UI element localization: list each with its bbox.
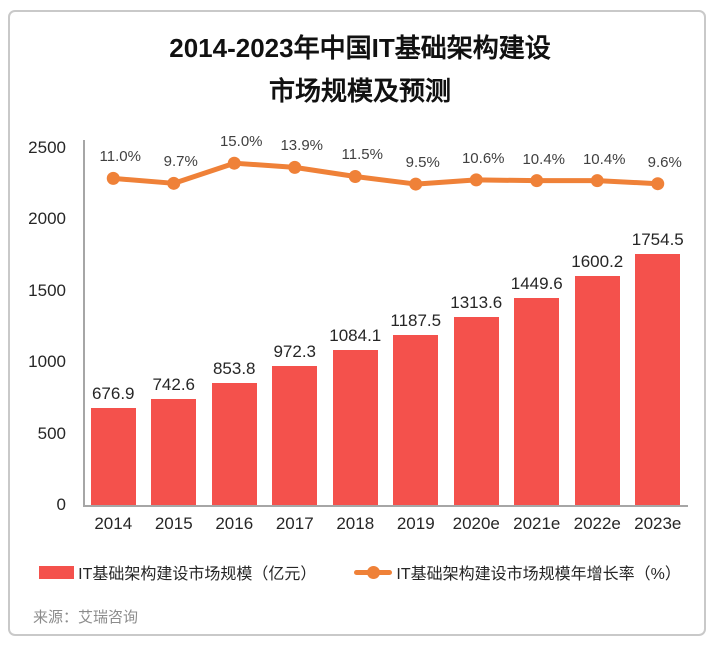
x-axis-tick-label: 2015 [154,514,193,533]
growth-rate-label: 11.5% [341,146,383,164]
x-axis-tick-label: 2022e [573,514,621,533]
legend-label-growth-rate: IT基础架构建设市场规模年增长率（%） [396,566,681,583]
x-axis-tick-label: 2021e [513,514,561,533]
growth-rate-label: 10.4% [522,150,566,168]
growth-rate-label: 11.0% [99,148,141,166]
bar-value-label: 676.9 [91,384,135,404]
bar-value-label: 1754.5 [631,230,684,250]
y-axis-tick-label: 2000 [28,209,66,229]
x-axis-line [83,505,688,507]
bar-market-size [393,335,439,505]
bar-market-size [574,276,620,505]
y-axis-tick-label: 0 [56,495,66,514]
y-axis-line [83,140,85,506]
x-axis-tick-label: 2019 [396,514,435,533]
x-axis-tick-label: 2017 [275,514,314,533]
chart-title-line2: 市场规模及预测 [268,76,451,106]
x-axis-tick-label: 2016 [215,514,254,533]
growth-rate-label: 10.4% [582,150,626,168]
bar-market-size [635,254,681,505]
bar-value-label: 1084.1 [329,326,382,346]
bar-value-label: 1449.6 [510,273,563,293]
legend-item-growth-rate: IT基础架构建设市场规模年增长率（%） [354,560,681,584]
x-axis-tick-label: 2018 [336,514,375,533]
bar-value-label: 853.8 [212,359,256,379]
bar-market-size [90,408,136,505]
bar-value-label: 742.6 [152,374,196,394]
line-series-swatch [354,565,393,579]
bar-value-label: 1600.2 [571,252,624,272]
y-axis-tick-label: 500 [37,423,66,443]
bar-value-label: 1187.5 [390,311,442,331]
legend-item-market-size: IT基础架构建设市场规模（亿元） [39,560,316,584]
x-axis-tick-label: 2023e [634,514,682,533]
x-axis-tick-label: 2020e [452,514,500,533]
growth-rate-label: 9.7% [163,153,198,171]
bar-market-size [332,350,378,505]
y-axis-tick-label: 2500 [28,138,66,157]
growth-rate-label: 10.6% [461,149,505,167]
legend: IT基础架构建设市场规模（亿元） IT基础架构建设市场规模年增长率（%） [0,560,720,584]
growth-rate-label: 9.5% [405,154,440,172]
x-axis-tick-label: 2014 [94,514,133,533]
bar-series-swatch [39,565,75,579]
legend-label-market-size: IT基础架构建设市场规模（亿元） [78,566,317,583]
bar-value-label: 1313.6 [450,293,503,313]
y-axis-tick-label: 1000 [28,352,66,372]
bar-market-size [453,317,499,505]
y-axis-tick-label: 1500 [28,280,66,300]
source-note: 来源：艾瑞咨询 [33,609,139,626]
bar-market-size [151,398,197,505]
growth-rate-label: 15.0% [219,133,263,151]
growth-rate-label: 9.6% [647,153,682,171]
bar-market-size [211,383,257,505]
bar-value-label: 972.3 [273,342,317,362]
chart-title: 2014-2023年中国IT基础架构建设 市场规模及预测 [0,27,720,113]
growth-rate-label: 13.9% [280,137,324,155]
bar-market-size [514,297,560,505]
chart-title-line1: 2014-2023年中国IT基础架构建设 [169,33,551,63]
bar-market-size [272,366,318,505]
